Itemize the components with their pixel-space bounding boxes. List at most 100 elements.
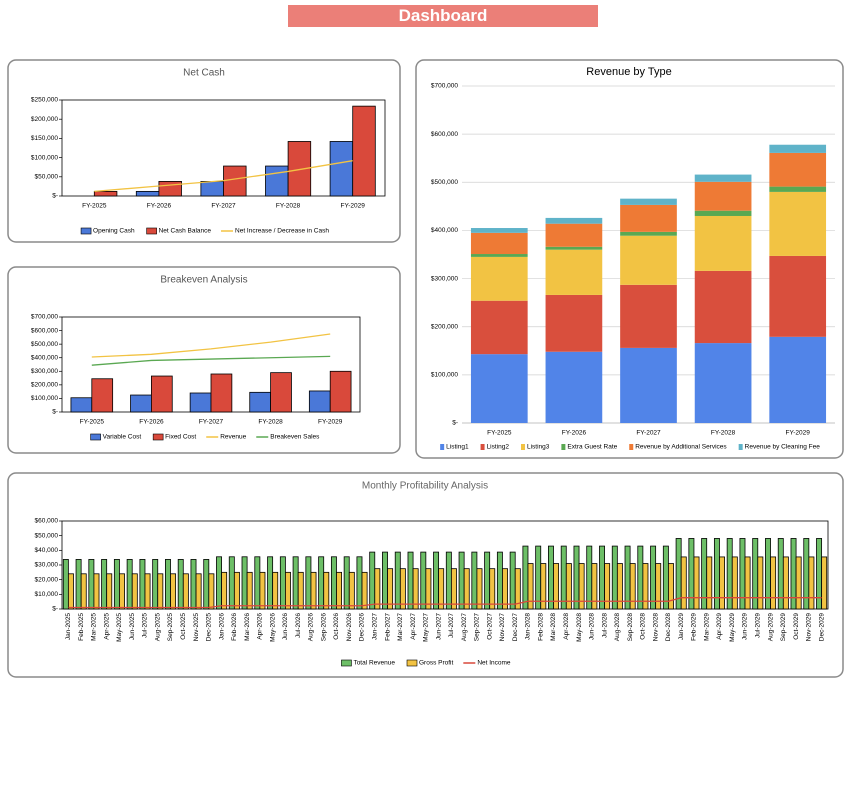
bar <box>553 563 560 610</box>
bar <box>75 559 82 610</box>
bar <box>803 538 810 610</box>
bar <box>348 571 355 610</box>
x-tick-label: Oct-2027 <box>486 613 493 640</box>
bar <box>770 556 777 610</box>
x-tick-label: Jan-2029 <box>678 613 685 640</box>
x-tick-label: Jul-2028 <box>601 613 608 638</box>
y-tick-label: $200,000 <box>31 116 58 123</box>
bar <box>80 573 87 610</box>
bar <box>361 571 368 610</box>
y-tick-label: $300,000 <box>431 275 458 282</box>
bar <box>254 556 261 610</box>
bar <box>591 563 598 610</box>
bar-segment <box>769 336 827 423</box>
y-tick-label: $600,000 <box>31 327 58 334</box>
dashboard-title: Dashboard <box>399 6 488 25</box>
bar <box>624 545 631 610</box>
bar <box>795 556 802 610</box>
bar <box>420 551 427 610</box>
bar <box>777 538 784 610</box>
y-tick-label: $100,000 <box>431 372 458 379</box>
bar <box>135 190 160 197</box>
bar <box>739 538 746 610</box>
legend-label: Fixed Cost <box>165 434 196 441</box>
x-tick-label: May-2027 <box>423 613 430 642</box>
title-bar <box>288 5 598 27</box>
bar <box>329 141 354 197</box>
y-tick-label: $500,000 <box>431 179 458 186</box>
legend-label: Revenue by Cleaning Fee <box>745 444 821 451</box>
bar <box>599 545 605 610</box>
bar <box>476 568 483 610</box>
bar <box>369 551 376 610</box>
bar <box>330 556 337 610</box>
x-tick-label: Oct-2029 <box>793 613 800 640</box>
x-tick-label: May-2028 <box>576 613 583 642</box>
x-tick-label: Jul-2029 <box>755 613 762 638</box>
bar <box>816 538 823 610</box>
bar-segment <box>545 249 603 295</box>
bar <box>382 551 388 610</box>
y-tick-label: $100,000 <box>31 154 58 161</box>
x-tick-label: FY-2029 <box>318 419 343 426</box>
chart-title: Monthly Profitability Analysis <box>362 481 488 492</box>
y-tick-label: $200,000 <box>31 382 58 389</box>
bar-segment <box>694 210 752 216</box>
bar-segment <box>620 204 677 232</box>
bar <box>744 556 751 610</box>
bar-segment <box>620 198 677 205</box>
y-tick-label: $40,000 <box>35 547 59 554</box>
bar <box>412 568 419 610</box>
bar <box>329 370 352 413</box>
y-tick-label: $- <box>52 409 58 416</box>
bar <box>719 556 725 610</box>
bar <box>189 392 212 413</box>
x-tick-label: May-2029 <box>729 613 736 642</box>
x-tick-label: FY-2025 <box>80 419 105 426</box>
legend-label: Revenue <box>220 434 246 441</box>
x-tick-label: Dec-2026 <box>359 613 366 642</box>
bar <box>279 556 286 610</box>
x-tick-label: May-2025 <box>116 613 123 642</box>
x-tick-label: Sep-2026 <box>320 613 327 642</box>
bar <box>177 559 184 610</box>
bar <box>308 390 331 413</box>
bar <box>130 394 152 413</box>
bar <box>88 559 95 610</box>
legend-marker <box>520 444 525 450</box>
bar <box>101 559 108 610</box>
bar-segment <box>769 152 827 187</box>
legend-label: Net Cash Balance <box>159 228 212 235</box>
y-tick-label: $- <box>52 606 58 613</box>
x-tick-label: Apr-2028 <box>563 613 570 640</box>
bar <box>249 391 272 413</box>
x-tick-label: Nov-2027 <box>499 613 506 642</box>
bar <box>701 538 708 610</box>
bar <box>471 551 478 610</box>
x-tick-label: Mar-2029 <box>703 613 710 641</box>
legend-label: Opening Cash <box>93 228 135 235</box>
legend-marker <box>561 444 566 450</box>
y-tick-label: $- <box>452 420 458 427</box>
bar <box>297 571 304 610</box>
legend-label: Breakeven Sales <box>270 434 320 441</box>
x-tick-label: Jun-2026 <box>282 613 289 640</box>
x-tick-label: Apr-2026 <box>257 613 264 640</box>
bar <box>195 573 202 610</box>
x-tick-label: Sep-2025 <box>167 613 174 642</box>
bar <box>270 372 292 413</box>
y-tick-label: $500,000 <box>31 341 58 348</box>
bar-segment <box>470 228 528 233</box>
bar <box>216 556 222 610</box>
bar <box>502 568 508 610</box>
bar <box>573 545 580 610</box>
x-tick-label: Jun-2028 <box>589 613 596 640</box>
bar <box>616 563 623 610</box>
bar <box>458 551 465 610</box>
x-tick-label: Feb-2027 <box>384 613 391 641</box>
bar <box>265 165 289 197</box>
y-tick-label: $300,000 <box>31 368 58 375</box>
x-tick-label: Jun-2027 <box>435 613 442 640</box>
chart-title: Revenue by Type <box>586 66 671 78</box>
bar-segment <box>769 255 827 337</box>
